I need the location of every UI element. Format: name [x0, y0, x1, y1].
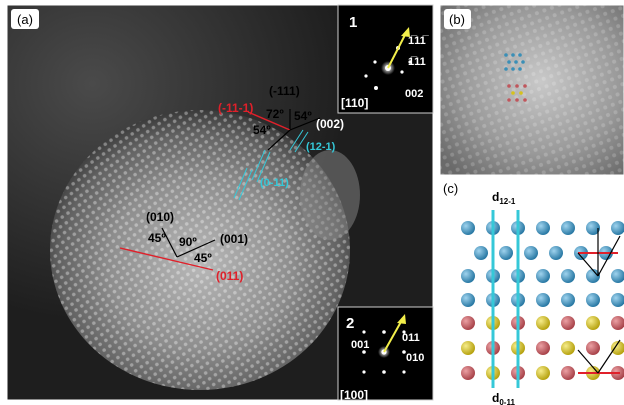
- upper-angle-annotation: (-111) (-11-1) 72º 54º 54º (002): [218, 84, 344, 151]
- atom-sphere: [586, 293, 600, 307]
- arrow-yellow-icon: [387, 32, 407, 69]
- atom-sphere: [561, 341, 575, 355]
- blue-atom-markers: [504, 53, 525, 71]
- atom-sphere: [561, 221, 575, 235]
- atom-sphere: [536, 293, 550, 307]
- atomic-lattice: [50, 110, 350, 390]
- label-p12m1: (12-1): [306, 141, 336, 153]
- angle-72: 72º: [266, 107, 284, 121]
- atom-sphere: [536, 316, 550, 330]
- atom-sphere: [586, 316, 600, 330]
- panel-b: [440, 5, 624, 175]
- label-p0m11: (0-11): [260, 177, 289, 189]
- panel-c: (c) d12-1 d0-11: [440, 178, 624, 405]
- angle-54-right: 54º: [294, 109, 312, 123]
- inset-1-diffraction: 1 1̅11̅ 1̅11 002 [110]: [337, 4, 434, 114]
- panel-c-label: (c): [443, 181, 458, 196]
- atom-sphere: [611, 269, 624, 283]
- inset-1-number: 1: [349, 14, 357, 31]
- atom-sphere: [524, 246, 538, 260]
- panel-a-label-box: [11, 9, 39, 29]
- panel-a-label: (a): [17, 12, 33, 27]
- cyan-planes: (12-1) (0-11): [233, 129, 336, 201]
- atom-sphere: [561, 366, 575, 380]
- lower-angle-annotation: (010) 45º 90º (001) 45º (011): [119, 210, 248, 283]
- atom-sphere: [461, 341, 475, 355]
- atom-sphere: [461, 366, 475, 380]
- atom-model: [461, 221, 624, 380]
- arrow-yellow-icon: [383, 319, 403, 353]
- angle-45-right: 45º: [194, 251, 212, 265]
- inset-2-zone: [100]: [340, 388, 368, 402]
- atom-sphere: [536, 221, 550, 235]
- atom-sphere: [461, 316, 475, 330]
- atom-sphere: [611, 293, 624, 307]
- atom-sphere: [536, 366, 550, 380]
- bond-lines: [577, 228, 621, 374]
- inset-1-zone: [110]: [341, 96, 368, 110]
- inset-1-spot-a: 1̅11̅: [408, 35, 430, 47]
- atom-sphere: [611, 221, 624, 235]
- label-m111: (-111): [269, 84, 300, 98]
- panel-b-label: (b): [449, 12, 465, 27]
- label-p001: (001): [220, 232, 248, 246]
- label-p011: (011): [216, 269, 243, 283]
- atom-sphere: [549, 246, 563, 260]
- atom-sphere: [561, 316, 575, 330]
- atom-sphere: [586, 221, 600, 235]
- angle-45-left: 45º: [148, 231, 166, 245]
- atom-sphere: [461, 221, 475, 235]
- atom-sphere: [561, 269, 575, 283]
- atom-sphere: [499, 246, 513, 260]
- inset-2-number: 2: [346, 315, 354, 332]
- atom-sphere: [586, 341, 600, 355]
- atom-sphere: [536, 341, 550, 355]
- inset-2-spot-a: 001: [351, 339, 369, 351]
- atom-sphere: [561, 293, 575, 307]
- inset-1-spot-c: 002: [405, 88, 423, 100]
- atom-sphere: [474, 246, 488, 260]
- label-p010: (010): [146, 210, 174, 224]
- red-yellow-atom-markers: [507, 84, 527, 102]
- inset-2-spot-b: 011: [402, 332, 420, 344]
- atom-sphere: [461, 269, 475, 283]
- inset-2-diffraction: 2 001 011 010 [100]: [337, 306, 434, 402]
- atom-sphere: [586, 269, 600, 283]
- angle-90: 90º: [179, 235, 197, 249]
- atom-sphere: [611, 341, 624, 355]
- atom-sphere: [461, 293, 475, 307]
- inset-1-spot-b: 1̅11: [408, 56, 426, 68]
- label-m11m1: (-11-1): [218, 101, 253, 115]
- atom-sphere: [536, 269, 550, 283]
- angle-54-left: 54º: [253, 123, 271, 137]
- label-p002: (002): [316, 117, 344, 131]
- inset-2-spot-c: 010: [406, 352, 424, 364]
- atom-sphere: [611, 316, 624, 330]
